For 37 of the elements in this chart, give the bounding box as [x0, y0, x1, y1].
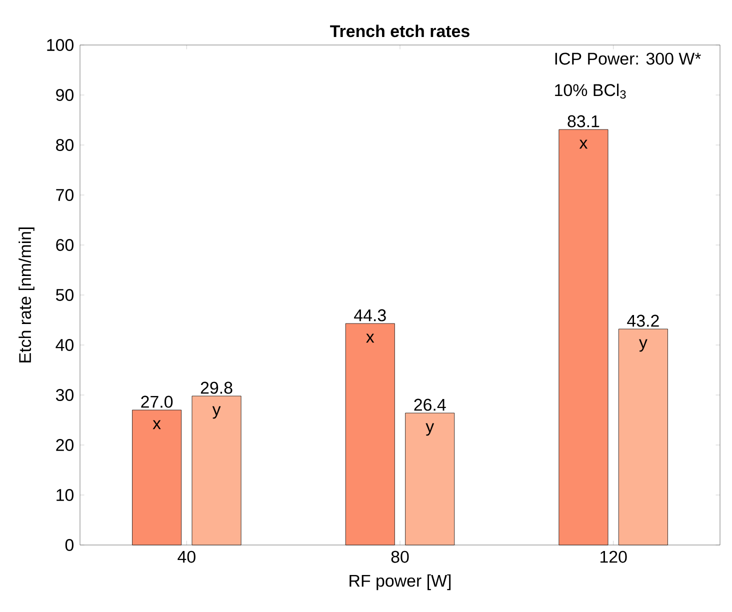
- series-label: y: [212, 406, 221, 419]
- data-label: 44.3: [354, 309, 386, 322]
- y-tick-label: 100: [47, 38, 74, 51]
- data-label: 43.2: [627, 314, 659, 327]
- data-label: 26.4: [414, 398, 446, 411]
- data-label: 29.8: [200, 382, 232, 394]
- bar: [618, 328, 668, 546]
- annotation: 10% BCl$_{3}$: [555, 84, 626, 99]
- text: x: [579, 140, 588, 149]
- y-tick-label: 40: [56, 339, 74, 351]
- bar: [132, 410, 182, 546]
- bar: [405, 412, 455, 546]
- y-tick-label: 80: [56, 139, 74, 151]
- text: y: [639, 339, 648, 352]
- data-label: 83.1: [568, 115, 600, 128]
- x-axis-title: RF power [W]: [350, 574, 451, 590]
- x-tick-label: 120: [600, 550, 627, 563]
- y-tick-label: 30: [56, 389, 74, 401]
- series-label: x: [152, 420, 161, 430]
- y-tick-label: 0: [65, 539, 74, 551]
- x-tick-label: 80: [391, 550, 409, 563]
- data-label: 27.0: [141, 396, 173, 408]
- y-tick-label: 60: [56, 239, 74, 251]
- y-tick-label: 50: [56, 289, 74, 301]
- y-tick-label: 10: [56, 489, 74, 501]
- x-tick-label: 40: [178, 550, 196, 563]
- y-tick-label: 70: [56, 189, 74, 201]
- text: x: [366, 334, 374, 343]
- y-axis-title: Etch rate [nm/min]: [18, 228, 34, 362]
- bar: [345, 323, 395, 546]
- annotation: ICP Power: 300 W*: [555, 52, 701, 65]
- bar: [558, 129, 608, 546]
- bar: [192, 396, 242, 546]
- y-tick-label: 90: [56, 89, 74, 101]
- chart-title: Trench etch rates: [330, 24, 470, 38]
- y-tick-label: 20: [56, 439, 74, 451]
- text: y: [426, 423, 434, 436]
